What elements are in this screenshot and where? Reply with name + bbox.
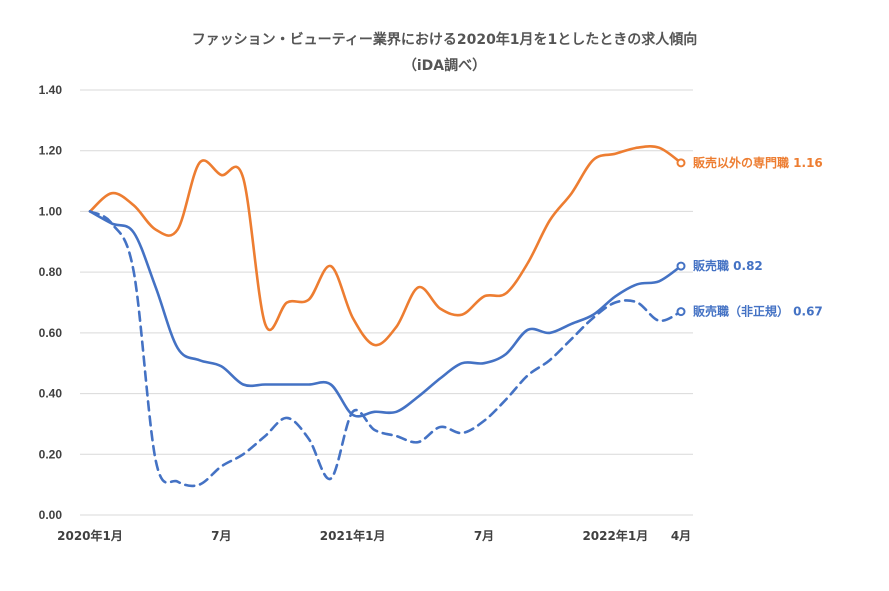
x-tick-label: 7月 (211, 529, 231, 543)
series-endpoint-1 (676, 261, 686, 271)
y-tick-label: 1.20 (39, 144, 63, 158)
chart-subtitle: （iDA調べ） (402, 58, 487, 74)
x-tick-label: 2020年1月 (57, 528, 123, 543)
y-tick-label: 0.20 (39, 447, 63, 461)
series-end-label-1: 販売職 0.82 (693, 258, 763, 273)
x-tick-label: 4月 (671, 529, 691, 543)
series-endpoint-0 (676, 158, 686, 168)
x-tick-label: 2021年1月 (320, 528, 386, 543)
y-tick-label: 0.80 (39, 265, 63, 279)
y-tick-label: 1.00 (39, 204, 63, 218)
y-tick-label: 0.40 (39, 387, 63, 401)
x-tick-label: 2022年1月 (582, 528, 648, 543)
x-tick-label: 7月 (474, 529, 494, 543)
y-tick-label: 0.60 (39, 326, 63, 340)
series-endpoint-2 (676, 307, 686, 317)
series-end-label-0: 販売以外の専門職 1.16 (693, 155, 823, 170)
series-end-label-2: 販売職（非正規） 0.67 (693, 304, 823, 319)
chart-title: ファッション・ビューティー業界における2020年1月を1としたときの求人傾向 (191, 32, 698, 48)
y-tick-label: 0.00 (39, 508, 63, 522)
y-tick-label: 1.40 (39, 83, 63, 97)
series-line-1 (88, 210, 683, 418)
series-line-0 (88, 144, 683, 347)
series-line-2 (88, 210, 683, 488)
